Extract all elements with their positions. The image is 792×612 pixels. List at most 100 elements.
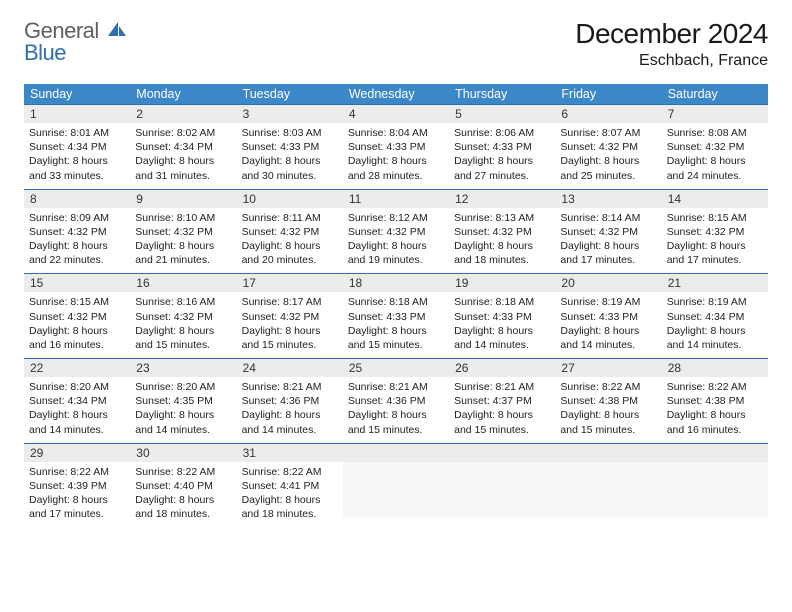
day-cell: 9Sunrise: 8:10 AMSunset: 4:32 PMDaylight…	[130, 189, 236, 274]
day-cell: 4Sunrise: 8:04 AMSunset: 4:33 PMDaylight…	[343, 105, 449, 190]
empty-daynum	[555, 444, 661, 462]
day-body: Sunrise: 8:01 AMSunset: 4:34 PMDaylight:…	[24, 123, 130, 189]
sunset-line: Sunset: 4:37 PM	[454, 394, 550, 408]
sunrise-line: Sunrise: 8:03 AM	[242, 126, 338, 140]
sunset-line: Sunset: 4:35 PM	[135, 394, 231, 408]
day-number: 26	[449, 359, 555, 377]
sunset-line: Sunset: 4:32 PM	[667, 140, 763, 154]
empty-cell	[662, 443, 768, 527]
day-body: Sunrise: 8:03 AMSunset: 4:33 PMDaylight:…	[237, 123, 343, 189]
day-cell: 7Sunrise: 8:08 AMSunset: 4:32 PMDaylight…	[662, 105, 768, 190]
weekday-header: Monday	[130, 84, 236, 105]
daylight-line: Daylight: 8 hours and 19 minutes.	[348, 239, 444, 267]
daylight-line: Daylight: 8 hours and 15 minutes.	[348, 408, 444, 436]
day-body: Sunrise: 8:06 AMSunset: 4:33 PMDaylight:…	[449, 123, 555, 189]
day-number: 2	[130, 105, 236, 123]
day-body: Sunrise: 8:14 AMSunset: 4:32 PMDaylight:…	[555, 208, 661, 274]
sunset-line: Sunset: 4:41 PM	[242, 479, 338, 493]
daylight-line: Daylight: 8 hours and 15 minutes.	[242, 324, 338, 352]
day-cell: 20Sunrise: 8:19 AMSunset: 4:33 PMDayligh…	[555, 274, 661, 359]
sunrise-line: Sunrise: 8:13 AM	[454, 211, 550, 225]
day-number: 18	[343, 274, 449, 292]
day-number: 1	[24, 105, 130, 123]
day-number: 4	[343, 105, 449, 123]
sunset-line: Sunset: 4:32 PM	[242, 225, 338, 239]
day-cell: 25Sunrise: 8:21 AMSunset: 4:36 PMDayligh…	[343, 359, 449, 444]
day-body: Sunrise: 8:22 AMSunset: 4:40 PMDaylight:…	[130, 462, 236, 528]
day-number: 9	[130, 190, 236, 208]
day-number: 28	[662, 359, 768, 377]
day-cell: 11Sunrise: 8:12 AMSunset: 4:32 PMDayligh…	[343, 189, 449, 274]
weekday-header: Friday	[555, 84, 661, 105]
day-body: Sunrise: 8:18 AMSunset: 4:33 PMDaylight:…	[343, 292, 449, 358]
day-number: 10	[237, 190, 343, 208]
day-body: Sunrise: 8:18 AMSunset: 4:33 PMDaylight:…	[449, 292, 555, 358]
day-cell: 21Sunrise: 8:19 AMSunset: 4:34 PMDayligh…	[662, 274, 768, 359]
logo-text-blue: Blue	[24, 40, 66, 66]
day-cell: 12Sunrise: 8:13 AMSunset: 4:32 PMDayligh…	[449, 189, 555, 274]
day-body: Sunrise: 8:12 AMSunset: 4:32 PMDaylight:…	[343, 208, 449, 274]
day-body: Sunrise: 8:10 AMSunset: 4:32 PMDaylight:…	[130, 208, 236, 274]
daylight-line: Daylight: 8 hours and 15 minutes.	[560, 408, 656, 436]
day-body: Sunrise: 8:16 AMSunset: 4:32 PMDaylight:…	[130, 292, 236, 358]
week-row: 15Sunrise: 8:15 AMSunset: 4:32 PMDayligh…	[24, 274, 768, 359]
sunrise-line: Sunrise: 8:15 AM	[29, 295, 125, 309]
daylight-line: Daylight: 8 hours and 18 minutes.	[135, 493, 231, 521]
daylight-line: Daylight: 8 hours and 14 minutes.	[560, 324, 656, 352]
day-number: 25	[343, 359, 449, 377]
day-number: 17	[237, 274, 343, 292]
daylight-line: Daylight: 8 hours and 17 minutes.	[29, 493, 125, 521]
sunset-line: Sunset: 4:32 PM	[348, 225, 444, 239]
day-number: 29	[24, 444, 130, 462]
daylight-line: Daylight: 8 hours and 18 minutes.	[242, 493, 338, 521]
day-body: Sunrise: 8:20 AMSunset: 4:34 PMDaylight:…	[24, 377, 130, 443]
weekday-header: Sunday	[24, 84, 130, 105]
day-number: 8	[24, 190, 130, 208]
sunrise-line: Sunrise: 8:22 AM	[29, 465, 125, 479]
sunrise-line: Sunrise: 8:21 AM	[348, 380, 444, 394]
day-cell: 14Sunrise: 8:15 AMSunset: 4:32 PMDayligh…	[662, 189, 768, 274]
empty-body	[662, 462, 768, 518]
week-row: 22Sunrise: 8:20 AMSunset: 4:34 PMDayligh…	[24, 359, 768, 444]
sunset-line: Sunset: 4:33 PM	[454, 310, 550, 324]
daylight-line: Daylight: 8 hours and 33 minutes.	[29, 154, 125, 182]
empty-cell	[343, 443, 449, 527]
day-cell: 15Sunrise: 8:15 AMSunset: 4:32 PMDayligh…	[24, 274, 130, 359]
week-row: 29Sunrise: 8:22 AMSunset: 4:39 PMDayligh…	[24, 443, 768, 527]
day-number: 31	[237, 444, 343, 462]
weekday-header: Wednesday	[343, 84, 449, 105]
day-cell: 2Sunrise: 8:02 AMSunset: 4:34 PMDaylight…	[130, 105, 236, 190]
location-label: Eschbach, France	[575, 52, 768, 70]
sunrise-line: Sunrise: 8:06 AM	[454, 126, 550, 140]
day-cell: 31Sunrise: 8:22 AMSunset: 4:41 PMDayligh…	[237, 443, 343, 527]
day-cell: 16Sunrise: 8:16 AMSunset: 4:32 PMDayligh…	[130, 274, 236, 359]
day-number: 15	[24, 274, 130, 292]
daylight-line: Daylight: 8 hours and 27 minutes.	[454, 154, 550, 182]
day-body: Sunrise: 8:09 AMSunset: 4:32 PMDaylight:…	[24, 208, 130, 274]
day-number: 20	[555, 274, 661, 292]
daylight-line: Daylight: 8 hours and 16 minutes.	[667, 408, 763, 436]
day-body: Sunrise: 8:21 AMSunset: 4:37 PMDaylight:…	[449, 377, 555, 443]
sunset-line: Sunset: 4:33 PM	[348, 140, 444, 154]
day-number: 3	[237, 105, 343, 123]
daylight-line: Daylight: 8 hours and 18 minutes.	[454, 239, 550, 267]
sunset-line: Sunset: 4:32 PM	[560, 225, 656, 239]
empty-daynum	[449, 444, 555, 462]
day-cell: 13Sunrise: 8:14 AMSunset: 4:32 PMDayligh…	[555, 189, 661, 274]
daylight-line: Daylight: 8 hours and 14 minutes.	[454, 324, 550, 352]
sunrise-line: Sunrise: 8:21 AM	[242, 380, 338, 394]
month-title: December 2024	[575, 18, 768, 50]
logo: General Blue	[24, 18, 99, 66]
header: General Blue December 2024 Eschbach, Fra…	[24, 18, 768, 70]
sunset-line: Sunset: 4:34 PM	[667, 310, 763, 324]
day-number: 5	[449, 105, 555, 123]
sunrise-line: Sunrise: 8:11 AM	[242, 211, 338, 225]
daylight-line: Daylight: 8 hours and 15 minutes.	[135, 324, 231, 352]
sunset-line: Sunset: 4:32 PM	[560, 140, 656, 154]
day-number: 30	[130, 444, 236, 462]
day-cell: 17Sunrise: 8:17 AMSunset: 4:32 PMDayligh…	[237, 274, 343, 359]
day-cell: 26Sunrise: 8:21 AMSunset: 4:37 PMDayligh…	[449, 359, 555, 444]
day-cell: 22Sunrise: 8:20 AMSunset: 4:34 PMDayligh…	[24, 359, 130, 444]
day-number: 13	[555, 190, 661, 208]
sunrise-line: Sunrise: 8:02 AM	[135, 126, 231, 140]
